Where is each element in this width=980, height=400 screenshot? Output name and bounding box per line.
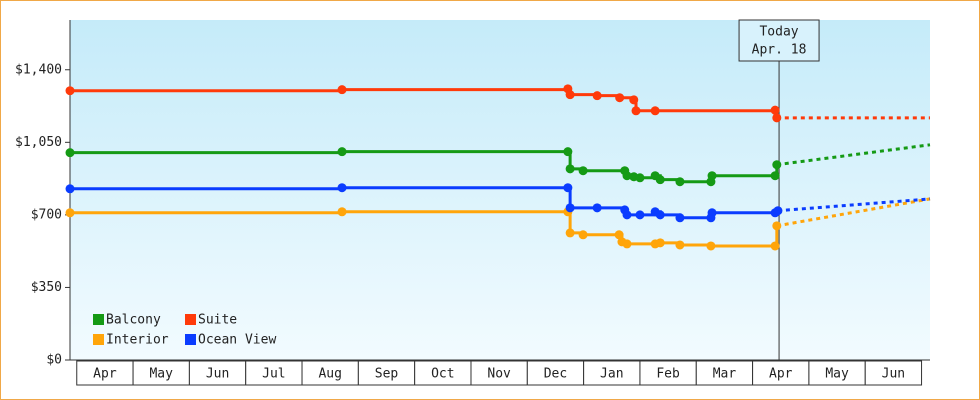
data-point xyxy=(65,148,75,158)
month-label: Dec xyxy=(544,367,567,382)
month-label: May xyxy=(149,367,173,382)
data-point xyxy=(675,240,685,250)
data-point xyxy=(337,85,347,95)
data-point xyxy=(675,213,685,223)
month-label: Sep xyxy=(375,367,399,382)
month-label: Jun xyxy=(206,367,229,382)
data-point xyxy=(563,147,573,157)
data-point xyxy=(337,183,347,193)
month-label: Mar xyxy=(713,367,737,382)
today-date: Apr. 18 xyxy=(752,43,807,58)
data-point xyxy=(65,86,75,96)
data-point xyxy=(635,173,645,183)
today-box xyxy=(738,19,820,62)
data-point xyxy=(772,221,782,231)
month-cell xyxy=(301,360,359,386)
month-label: Apr xyxy=(769,367,793,382)
y-tick-label: $1,050 xyxy=(15,135,62,150)
data-point xyxy=(614,230,624,240)
data-point xyxy=(675,177,685,187)
data-point xyxy=(622,171,632,181)
month-label: Apr xyxy=(93,367,117,382)
data-point xyxy=(615,93,625,103)
month-label: Nov xyxy=(487,367,511,382)
legend-swatch xyxy=(93,334,104,345)
month-cell xyxy=(245,360,303,386)
forecast-line xyxy=(777,197,931,213)
data-point xyxy=(592,203,602,213)
data-point xyxy=(65,184,75,194)
month-cell xyxy=(583,360,641,386)
data-point xyxy=(773,206,783,216)
data-point xyxy=(707,208,717,218)
month-cell xyxy=(357,360,416,386)
data-point xyxy=(655,238,665,248)
legend-label: Ocean View xyxy=(198,333,276,348)
y-tick-label: $0 xyxy=(46,353,62,368)
data-point xyxy=(65,208,75,218)
month-cell xyxy=(76,360,134,386)
month-label: Oct xyxy=(431,367,454,382)
month-cell xyxy=(470,360,528,386)
month-cell xyxy=(808,360,866,386)
data-point xyxy=(622,239,632,249)
data-point xyxy=(655,210,665,220)
y-tick-label: $350 xyxy=(31,280,62,295)
month-cell xyxy=(414,360,472,386)
forecast-line xyxy=(776,143,931,167)
data-point xyxy=(631,106,641,116)
data-point xyxy=(563,183,573,193)
data-point xyxy=(578,166,588,176)
data-point xyxy=(706,241,716,251)
month-cell xyxy=(695,360,754,386)
month-label: Jul xyxy=(262,367,285,382)
month-cell xyxy=(526,360,585,386)
data-point xyxy=(565,203,575,213)
data-point xyxy=(629,95,639,105)
month-cell xyxy=(752,360,810,386)
month-label: Aug xyxy=(318,367,341,382)
data-point xyxy=(635,210,645,220)
month-label: May xyxy=(825,367,849,382)
month-cell xyxy=(132,360,190,386)
month-cell xyxy=(188,360,247,386)
legend-swatch xyxy=(93,314,104,325)
data-point xyxy=(707,171,717,181)
data-point xyxy=(592,91,602,101)
data-point xyxy=(565,164,575,174)
month-label: Jan xyxy=(600,367,623,382)
data-point xyxy=(655,175,665,185)
legend-label: Interior xyxy=(106,333,169,348)
data-point xyxy=(650,106,660,116)
forecast-line xyxy=(776,197,931,228)
month-label: Jun xyxy=(882,367,905,382)
data-point xyxy=(772,160,782,170)
y-tick-label: $700 xyxy=(31,207,62,222)
data-point xyxy=(770,241,780,251)
data-point xyxy=(770,171,780,181)
legend-label: Suite xyxy=(198,313,237,328)
data-point xyxy=(565,90,575,100)
data-point xyxy=(337,207,347,217)
legend-swatch xyxy=(185,314,196,325)
month-cell xyxy=(864,360,923,386)
data-point xyxy=(772,113,782,123)
legend-swatch xyxy=(185,334,196,345)
data-point xyxy=(565,228,575,238)
y-tick-label: $1,400 xyxy=(15,62,62,77)
data-point xyxy=(337,147,347,157)
data-point xyxy=(578,230,588,240)
data-point xyxy=(770,105,780,115)
month-label: Feb xyxy=(656,367,680,382)
today-label: Today xyxy=(759,25,798,40)
data-point xyxy=(622,210,632,220)
legend-label: Balcony xyxy=(106,313,161,328)
